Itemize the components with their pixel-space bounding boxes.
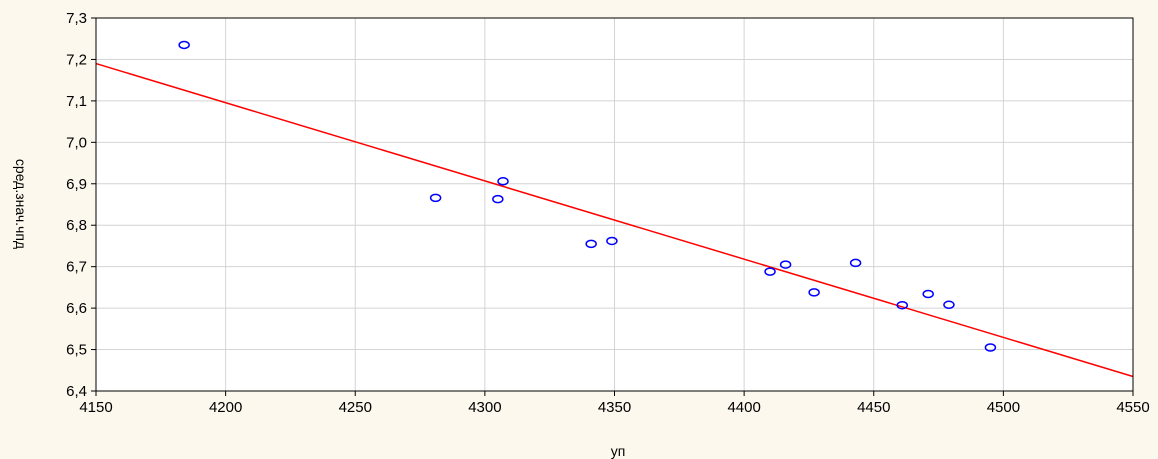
y-tick-label: 7,0 bbox=[66, 134, 87, 151]
x-tick-label: 4550 bbox=[1116, 399, 1149, 416]
x-tick-label: 4300 bbox=[468, 399, 501, 416]
y-tick-label: 6,8 bbox=[66, 217, 87, 234]
y-tick-label: 6,6 bbox=[66, 300, 87, 317]
data-point bbox=[606, 236, 618, 246]
data-point bbox=[849, 258, 862, 268]
data-point bbox=[178, 40, 190, 50]
data-point bbox=[779, 260, 792, 269]
data-point bbox=[492, 194, 504, 204]
x-axis-title: уп bbox=[611, 443, 626, 459]
y-tick-label: 6,9 bbox=[66, 176, 87, 193]
x-tick-label: 4250 bbox=[339, 399, 372, 416]
x-tick-label: 4450 bbox=[857, 399, 890, 416]
x-tick-label: 4200 bbox=[209, 399, 242, 416]
x-axis-ticks: 4150 4200 4250 4300 4350 4400 4450 4500 4550 bbox=[79, 391, 1150, 416]
regression-line bbox=[95, 62, 1134, 378]
x-tick-label: 4150 bbox=[79, 399, 112, 416]
data-point bbox=[896, 300, 909, 310]
data-point bbox=[429, 193, 442, 203]
data-point bbox=[922, 289, 934, 299]
regression-line-group bbox=[95, 62, 1134, 378]
y-tick-label: 6,4 bbox=[66, 383, 87, 400]
y-tick-label: 7,3 bbox=[66, 10, 87, 27]
x-tick-label: 4400 bbox=[727, 399, 760, 416]
data-point bbox=[808, 288, 820, 297]
y-tick-label: 7,2 bbox=[66, 51, 87, 68]
data-point bbox=[764, 267, 776, 276]
y-tick-label: 6,5 bbox=[66, 342, 87, 359]
data-points bbox=[178, 40, 997, 352]
data-point bbox=[943, 300, 955, 310]
data-point bbox=[497, 177, 509, 186]
data-point bbox=[984, 343, 997, 352]
data-point bbox=[585, 239, 597, 249]
y-tick-label: 6,7 bbox=[66, 259, 87, 276]
y-axis-title: сред.знач.чпд bbox=[13, 159, 29, 249]
x-tick-label: 4350 bbox=[598, 399, 631, 416]
x-tick-label: 4500 bbox=[987, 399, 1020, 416]
y-tick-label: 7,1 bbox=[66, 93, 87, 110]
y-axis-ticks: 6,4 6,5 6,6 6,7 6,8 6,9 7,0 7,1 7,2 7,3 bbox=[66, 10, 96, 400]
